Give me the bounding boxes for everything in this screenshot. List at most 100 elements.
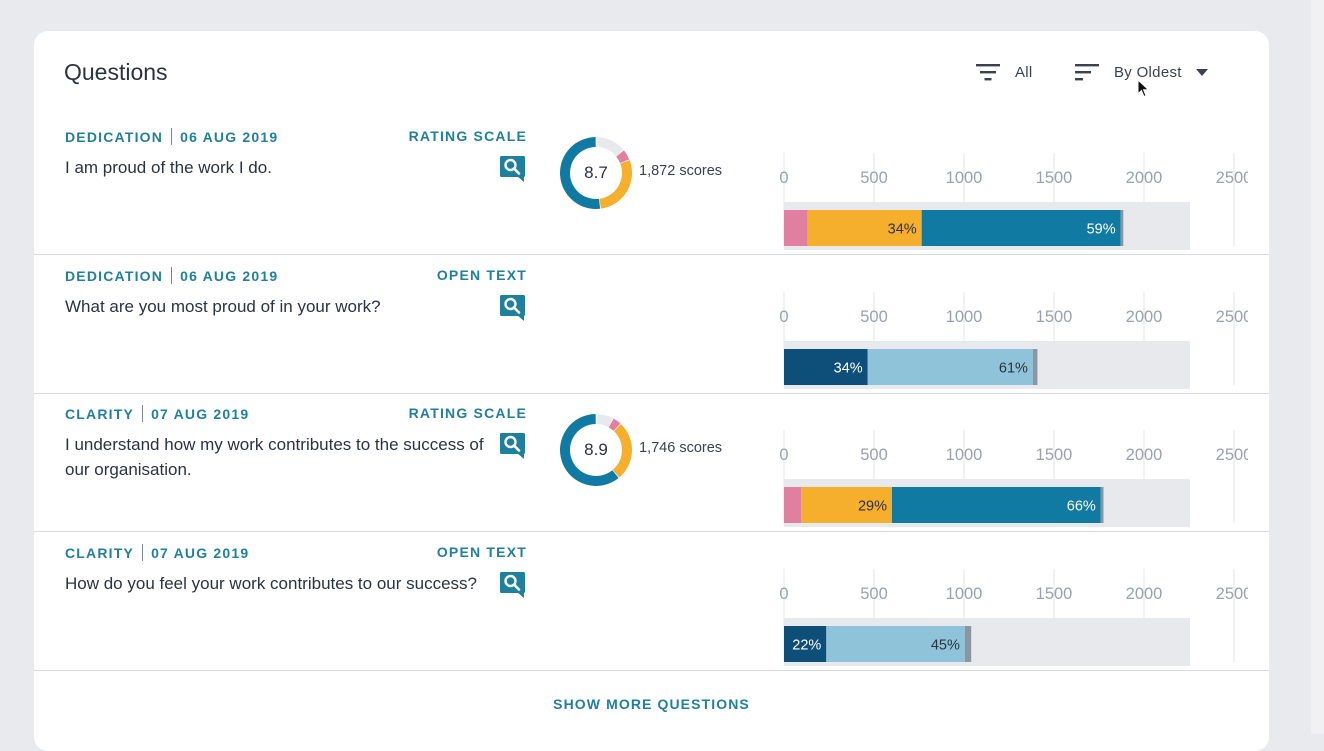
question-type: RATING SCALE	[408, 128, 527, 144]
donut-neutral-segment	[599, 160, 632, 209]
sort-dropdown[interactable]: By Oldest	[1075, 63, 1208, 81]
mouse-cursor-icon	[1137, 79, 1150, 98]
question-row[interactable]: DEDICATION 06 AUG 2019 OPEN TEXT What are y…	[34, 254, 1269, 394]
meta-divider	[142, 405, 144, 422]
axis-tick-label: 0	[779, 169, 788, 187]
donut-positive-segment	[560, 414, 619, 486]
question-row[interactable]: CLARITY 07 AUG 2019 RATING SCALE I understa…	[34, 392, 1269, 532]
page-title: Questions	[64, 59, 168, 85]
axis-tick-label: 500	[860, 169, 888, 187]
axis-tick-label: 1500	[1036, 169, 1073, 187]
axis-tick-label: 0	[779, 585, 788, 603]
bar-segment-open_dark[interactable]	[784, 626, 827, 662]
bar-segment-remainder[interactable]	[1032, 349, 1038, 385]
bar-segment-neutral[interactable]	[801, 487, 892, 523]
filter-label: All	[1015, 63, 1033, 81]
question-category: DEDICATION	[65, 128, 164, 145]
question-date: 07 AUG 2019	[151, 405, 250, 422]
donut-positive-segment	[560, 137, 601, 209]
axis-tick-label: 1000	[946, 308, 983, 326]
chevron-down-icon	[1195, 68, 1208, 76]
bar-segment-remainder[interactable]	[1120, 210, 1124, 246]
average-score: 8.7	[584, 163, 608, 182]
bar-segment-remainder[interactable]	[964, 626, 972, 662]
bar-segment-open_light[interactable]	[826, 626, 965, 662]
axis-tick-label: 1000	[946, 446, 983, 464]
axis-tick-label: 2500	[1216, 169, 1248, 187]
question-text: I understand how my work contributes to …	[65, 435, 484, 479]
question-text: I am proud of the work I do.	[65, 158, 272, 177]
question-type: OPEN TEXT	[436, 544, 527, 560]
sort-label: By Oldest	[1114, 63, 1182, 81]
score-donut	[560, 137, 632, 209]
meta-divider	[171, 128, 173, 145]
axis-tick-label: 0	[779, 308, 788, 326]
axis-tick-label: 2500	[1216, 585, 1248, 603]
question-date: 06 AUG 2019	[180, 128, 279, 145]
axis-tick-label: 500	[860, 446, 888, 464]
question-category: CLARITY	[65, 544, 135, 561]
responses-bar-chart: 0 500 1000 1500 2000 2500 34% 59%	[779, 153, 1248, 250]
responses-bar-chart: 0 500 1000 1500 2000 2500 29% 66%	[779, 430, 1248, 527]
bar-segment-label: 34%	[888, 222, 917, 238]
responses-bar-chart: 0 500 1000 1500 2000 2500 22% 45%	[779, 569, 1248, 666]
bar-segment-label: 59%	[1087, 222, 1116, 238]
question-date: 07 AUG 2019	[151, 544, 250, 561]
axis-tick-label: 2500	[1216, 308, 1248, 326]
question-row[interactable]: DEDICATION 06 AUG 2019 RATING SCALE I am pr…	[34, 115, 1269, 255]
bar-segment-open_light[interactable]	[867, 349, 1033, 385]
axis-tick-label: 1000	[946, 169, 983, 187]
bar-segment-positive[interactable]	[921, 210, 1121, 246]
bar-segment-label: 22%	[792, 638, 821, 654]
bar-segment-neutral[interactable]	[807, 210, 922, 246]
question-type: RATING SCALE	[408, 405, 527, 421]
question-meta: DEDICATION 06 AUG 2019	[65, 267, 278, 284]
search-responses-icon[interactable]	[499, 432, 526, 459]
donut-negative-segment	[608, 418, 621, 431]
score-count: 1,872 scores	[639, 163, 723, 179]
question-text: What are you most proud of in your work?	[65, 297, 381, 316]
meta-divider	[171, 267, 173, 284]
donut-empty-segment	[596, 137, 624, 157]
bar-segment-open_dark[interactable]	[784, 349, 868, 385]
bar-segment-remainder[interactable]	[1100, 487, 1104, 523]
meta-divider	[142, 544, 144, 561]
question-meta: CLARITY 07 AUG 2019	[65, 544, 249, 561]
donut-neutral-segment	[612, 424, 632, 478]
question-date: 06 AUG 2019	[180, 267, 279, 284]
axis-tick-label: 500	[860, 585, 888, 603]
bar-segment-label: 34%	[834, 361, 863, 377]
axis-tick-label: 2500	[1216, 446, 1248, 464]
show-more-questions-button[interactable]: SHOW MORE QUESTIONS	[553, 696, 750, 712]
bar-segment-negative[interactable]	[784, 487, 802, 523]
bar-segment-label: 61%	[999, 361, 1028, 377]
axis-tick-label: 1500	[1036, 446, 1073, 464]
search-responses-icon[interactable]	[499, 294, 526, 321]
axis-tick-label: 1000	[946, 585, 983, 603]
question-category: DEDICATION	[65, 267, 164, 284]
bar-segment-label: 29%	[858, 499, 887, 515]
question-type: OPEN TEXT	[436, 267, 527, 283]
score-count: 1,746 scores	[639, 440, 723, 456]
search-responses-icon[interactable]	[499, 155, 526, 182]
bar-segment-positive[interactable]	[892, 487, 1101, 523]
axis-tick-label: 2000	[1126, 446, 1163, 464]
axis-tick-label: 2000	[1126, 308, 1163, 326]
filter-control[interactable]: All	[976, 63, 1033, 81]
bar-segment-label: 45%	[931, 638, 960, 654]
question-text: How do you feel your work contributes to…	[65, 574, 477, 593]
questions-card: Questions All By Oldest DEDICATION 06 AUG…	[34, 31, 1269, 751]
page-scrollbar[interactable]	[1311, 0, 1324, 734]
filter-icon	[976, 64, 1000, 81]
sort-icon	[1075, 64, 1099, 81]
axis-tick-label: 0	[779, 446, 788, 464]
axis-tick-label: 500	[860, 308, 888, 326]
question-row[interactable]: CLARITY 07 AUG 2019 OPEN TEXT How do you fe…	[34, 531, 1269, 671]
bar-segment-negative[interactable]	[784, 210, 808, 246]
search-responses-icon[interactable]	[499, 571, 526, 598]
score-donut	[560, 414, 632, 486]
axis-tick-label: 2000	[1126, 585, 1163, 603]
donut-negative-segment	[616, 150, 630, 164]
axis-tick-label: 1500	[1036, 585, 1073, 603]
axis-tick-label: 1500	[1036, 308, 1073, 326]
